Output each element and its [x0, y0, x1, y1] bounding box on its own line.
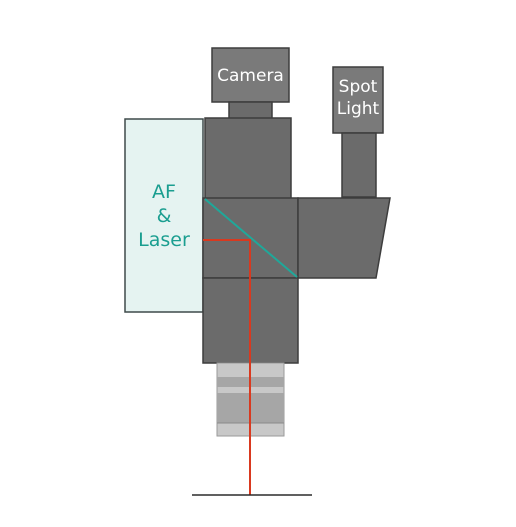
- af-laser-label-line2: &: [157, 205, 172, 227]
- af-laser-label-line3: Laser: [138, 229, 190, 251]
- spot-light-stem: [341, 132, 377, 198]
- upper-tube: [204, 117, 292, 201]
- camera-box: [211, 47, 290, 103]
- af-laser-label-line1: AF: [152, 181, 176, 203]
- spot-light-label-line2: Light: [337, 99, 380, 119]
- laser-beam-path: [203, 239, 251, 495]
- af-laser-box: [124, 118, 204, 313]
- illumination-housing: [297, 197, 391, 279]
- spot-light-box: [332, 66, 384, 134]
- camera-label: Camera: [217, 66, 284, 86]
- spot-light-label-line1: Spot: [339, 77, 378, 97]
- camera-adapter: [228, 101, 273, 120]
- beam-splitter-line: [204, 198, 298, 278]
